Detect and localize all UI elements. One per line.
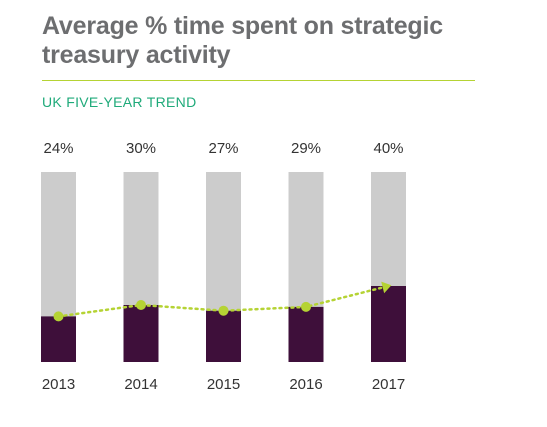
trend-point-2014 xyxy=(136,300,146,310)
bar-2017 xyxy=(371,286,406,362)
x-tick-label-2016: 2016 xyxy=(289,376,322,393)
bar-2015 xyxy=(206,310,241,362)
bar-2016 xyxy=(288,306,324,362)
x-tick-label-2014: 2014 xyxy=(124,376,157,393)
chart-subtitle: UK FIVE-YEAR TREND xyxy=(42,94,197,110)
x-tick-label-2013: 2013 xyxy=(42,376,75,393)
bar-2013 xyxy=(41,316,76,362)
value-label-2016: 29% xyxy=(291,140,321,157)
bar-2014 xyxy=(123,305,159,362)
chart-title: Average % time spent on strategic treasu… xyxy=(42,12,443,69)
title-divider xyxy=(42,80,475,81)
value-label-2014: 30% xyxy=(126,140,156,157)
trend-arrow-icon xyxy=(381,281,392,294)
x-tick-label-2015: 2015 xyxy=(207,376,240,393)
x-tick-label-2017: 2017 xyxy=(372,376,405,393)
trend-point-2015 xyxy=(218,305,229,316)
trend-line xyxy=(57,286,384,318)
value-label-2013: 24% xyxy=(43,140,73,157)
trend-point-2016 xyxy=(301,301,311,312)
trend-point-2013 xyxy=(53,311,64,322)
value-label-2015: 27% xyxy=(208,140,238,157)
value-label-2017: 40% xyxy=(373,140,403,157)
